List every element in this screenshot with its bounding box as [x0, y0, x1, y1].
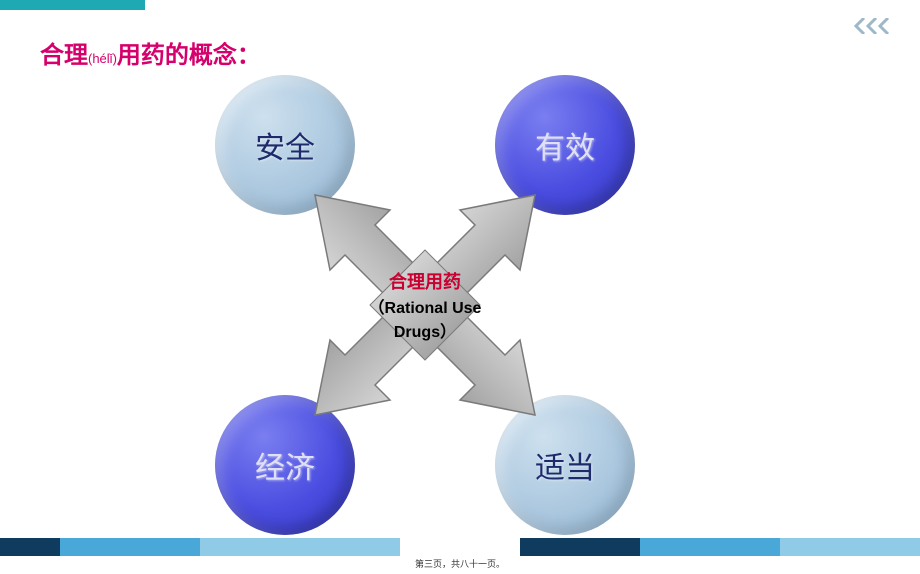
circle-economic-label: 经济 — [255, 443, 315, 487]
center-arrows-icon — [305, 185, 545, 425]
circle-safety-label: 安全 — [255, 123, 315, 167]
strip-segment — [780, 538, 920, 556]
title-part2: 用药的概念： — [117, 42, 261, 69]
circle-effective-label: 有效 — [535, 123, 595, 167]
title-pinyin: (hélǐ) — [88, 51, 117, 66]
bottom-color-strip — [0, 538, 920, 556]
strip-segment — [60, 538, 200, 556]
top-accent-bar — [0, 0, 145, 10]
circle-appropriate-label: 适当 — [535, 443, 595, 487]
title-part1: 合理 — [40, 42, 88, 69]
strip-segment — [0, 538, 60, 556]
chevron-decoration — [854, 18, 890, 34]
slide-title: 合理(hélǐ)用药的概念： — [40, 35, 261, 70]
strip-segment — [400, 538, 520, 556]
page-footer: 第三页，共八十一页。 — [0, 557, 920, 570]
strip-segment — [520, 538, 640, 556]
strip-segment — [640, 538, 780, 556]
strip-segment — [200, 538, 400, 556]
